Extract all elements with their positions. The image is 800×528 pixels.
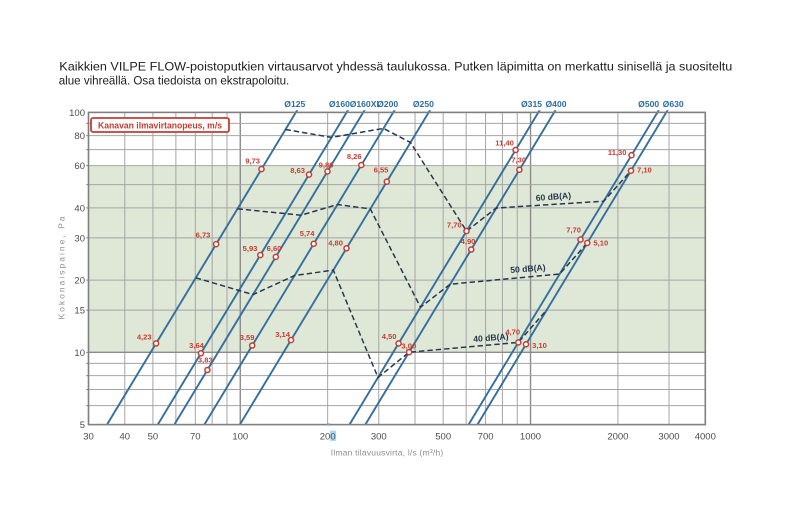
svg-text:Ø200: Ø200 — [377, 99, 398, 109]
svg-text:8,26: 8,26 — [347, 152, 362, 161]
svg-text:7,70: 7,70 — [566, 225, 581, 234]
svg-text:3,10: 3,10 — [532, 341, 547, 350]
svg-text:9,73: 9,73 — [245, 157, 260, 166]
svg-text:30: 30 — [83, 432, 94, 443]
svg-text:5,74: 5,74 — [300, 229, 316, 238]
svg-text:50 dB(A): 50 dB(A) — [510, 262, 546, 275]
svg-text:Kanavan ilmavirtanopeus, m/s: Kanavan ilmavirtanopeus, m/s — [98, 120, 222, 130]
svg-text:700: 700 — [478, 432, 494, 443]
svg-text:50: 50 — [148, 432, 159, 443]
svg-text:4,23: 4,23 — [137, 333, 152, 342]
svg-text:70: 70 — [190, 432, 201, 443]
svg-text:7,30: 7,30 — [511, 156, 526, 165]
svg-text:Kaikkien VILPE FLOW-poistoputk: Kaikkien VILPE FLOW-poistoputkien virtau… — [59, 60, 732, 74]
svg-text:3000: 3000 — [658, 432, 679, 443]
svg-text:3,83: 3,83 — [198, 355, 213, 364]
svg-text:Ø500: Ø500 — [638, 99, 659, 109]
svg-text:7,70: 7,70 — [447, 220, 462, 229]
svg-text:4,70: 4,70 — [505, 328, 520, 337]
svg-text:3,00: 3,00 — [401, 342, 416, 351]
svg-text:Ø250: Ø250 — [413, 99, 434, 109]
svg-text:9,86: 9,86 — [319, 161, 334, 170]
svg-text:5,10: 5,10 — [593, 239, 608, 248]
svg-text:7,10: 7,10 — [637, 165, 652, 174]
svg-text:40: 40 — [74, 203, 85, 214]
svg-text:40: 40 — [120, 432, 131, 443]
svg-text:5: 5 — [80, 420, 85, 431]
svg-text:80: 80 — [74, 131, 85, 142]
svg-text:Ø160: Ø160 — [329, 99, 350, 109]
svg-text:6,55: 6,55 — [374, 166, 390, 175]
svg-text:4,90: 4,90 — [461, 237, 476, 246]
svg-text:5,93: 5,93 — [243, 244, 258, 253]
svg-text:300: 300 — [371, 432, 387, 443]
svg-text:3,64: 3,64 — [189, 341, 205, 350]
svg-text:100: 100 — [232, 432, 248, 443]
svg-text:60: 60 — [74, 161, 85, 172]
svg-text:15: 15 — [74, 306, 85, 317]
svg-text:1000: 1000 — [520, 432, 541, 443]
svg-text:Ø630: Ø630 — [663, 99, 684, 109]
svg-text:6,73: 6,73 — [196, 231, 211, 240]
svg-text:11,30: 11,30 — [608, 148, 627, 157]
svg-text:6,60: 6,60 — [267, 244, 282, 253]
svg-text:alue vihreällä. Osa tiedoista: alue vihreällä. Osa tiedoista on ekstrap… — [59, 74, 290, 88]
svg-text:Ilman tilavuusvirta, l/s (m³/h: Ilman tilavuusvirta, l/s (m³/h) — [331, 447, 444, 457]
svg-text:11,40: 11,40 — [495, 138, 514, 147]
svg-text:30: 30 — [74, 233, 85, 244]
svg-text:500: 500 — [435, 432, 451, 443]
svg-text:Ø160XL: Ø160XL — [350, 99, 382, 109]
svg-text:8,63: 8,63 — [290, 166, 305, 175]
svg-text:100: 100 — [69, 108, 85, 119]
svg-text:60 dB(A): 60 dB(A) — [535, 190, 571, 203]
svg-text:200: 200 — [320, 432, 336, 443]
svg-text:4000: 4000 — [695, 432, 716, 443]
svg-text:Ø400: Ø400 — [545, 99, 566, 109]
svg-text:Ø315: Ø315 — [521, 99, 542, 109]
svg-text:20: 20 — [74, 276, 85, 287]
svg-text:Kokonaispaine, Pa: Kokonaispaine, Pa — [57, 216, 67, 319]
svg-text:Ø125: Ø125 — [284, 99, 305, 109]
svg-text:3,14: 3,14 — [275, 330, 291, 339]
svg-text:10: 10 — [74, 348, 85, 359]
svg-text:40 dB(A): 40 dB(A) — [473, 331, 509, 344]
svg-text:3,59: 3,59 — [240, 333, 255, 342]
svg-text:2000: 2000 — [607, 432, 628, 443]
svg-text:4,50: 4,50 — [382, 332, 397, 341]
svg-text:4,80: 4,80 — [328, 238, 343, 247]
